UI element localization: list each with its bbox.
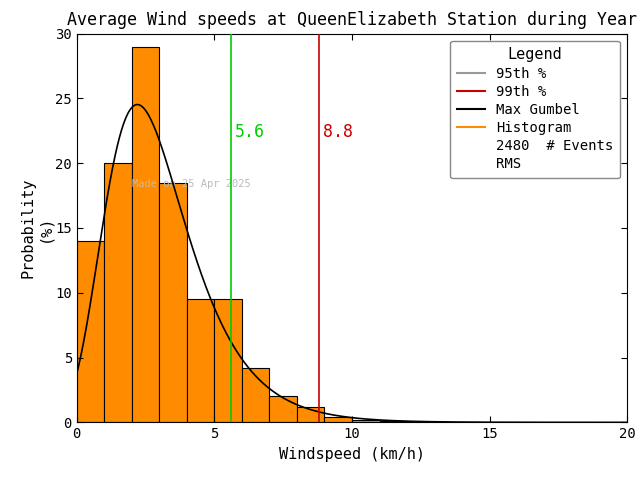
Bar bbox=[187, 300, 214, 422]
Legend: 95th %, 99th %, Max Gumbel, Histogram, 2480  # Events, RMS: 95th %, 99th %, Max Gumbel, Histogram, 2… bbox=[450, 40, 620, 179]
Bar bbox=[380, 421, 407, 422]
Text: 8.8: 8.8 bbox=[323, 123, 353, 141]
Title: Average Wind speeds at QueenElizabeth Station during Year: Average Wind speeds at QueenElizabeth St… bbox=[67, 11, 637, 29]
Text: Made on 25 Apr 2025: Made on 25 Apr 2025 bbox=[132, 179, 251, 189]
Bar bbox=[269, 396, 297, 422]
Bar bbox=[104, 163, 132, 422]
Text: 5.6: 5.6 bbox=[235, 123, 265, 141]
Y-axis label: Probability
(%): Probability (%) bbox=[20, 178, 52, 278]
X-axis label: Windspeed (km/h): Windspeed (km/h) bbox=[279, 447, 425, 462]
Bar bbox=[324, 417, 352, 422]
Bar bbox=[214, 300, 242, 422]
Bar bbox=[77, 241, 104, 422]
Bar bbox=[132, 47, 159, 422]
Bar bbox=[352, 420, 380, 422]
Bar bbox=[159, 182, 187, 422]
Bar bbox=[242, 368, 269, 422]
Bar bbox=[297, 407, 324, 422]
